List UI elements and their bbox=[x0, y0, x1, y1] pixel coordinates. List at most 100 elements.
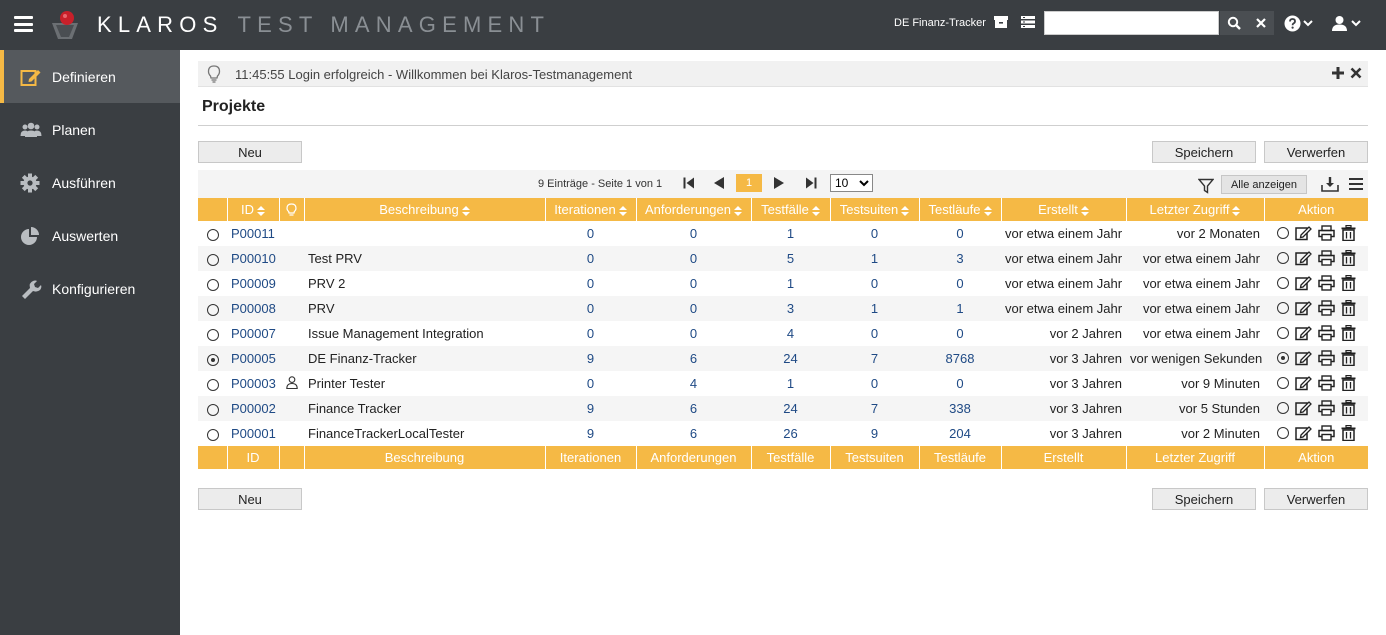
print-icon[interactable] bbox=[1317, 375, 1335, 391]
requirements-cell[interactable]: 0 bbox=[689, 226, 698, 241]
previous-page-icon[interactable] bbox=[712, 176, 726, 190]
test-cases-cell[interactable]: 24 bbox=[751, 346, 830, 371]
test-suites-cell[interactable]: 0 bbox=[870, 276, 879, 291]
edit-icon[interactable] bbox=[1294, 300, 1312, 316]
id-cell[interactable]: P00009 bbox=[227, 271, 279, 296]
test-suites-cell[interactable]: 0 bbox=[870, 226, 879, 241]
trash-icon[interactable] bbox=[1341, 350, 1356, 366]
column-header-id[interactable]: ID bbox=[226, 198, 279, 221]
test-runs-cell[interactable]: 8768 bbox=[919, 346, 1001, 371]
requirements-cell[interactable]: 0 bbox=[636, 246, 751, 271]
id-cell[interactable]: P00011 bbox=[227, 221, 279, 246]
table-row[interactable]: P00009 PRV 2 0 0 1 0 0 vor etwa einem Jahr vor e… bbox=[198, 271, 1368, 296]
project-id-link[interactable]: P00005 bbox=[231, 351, 276, 366]
new-button[interactable]: Neu bbox=[198, 141, 302, 163]
activate-project-radio[interactable] bbox=[1276, 302, 1289, 314]
column-header-marker[interactable] bbox=[278, 198, 304, 221]
requirements-cell[interactable]: 0 bbox=[689, 276, 698, 291]
requirements-cell[interactable]: 4 bbox=[689, 376, 698, 391]
row-select-radio[interactable] bbox=[206, 278, 219, 291]
print-icon[interactable] bbox=[1317, 325, 1335, 341]
requirements-cell[interactable]: 0 bbox=[636, 296, 751, 321]
activate-project-radio[interactable] bbox=[1276, 227, 1289, 239]
table-row[interactable]: P00002 Finance Tracker 9 6 24 7 338 vor 3 Jahre… bbox=[198, 396, 1368, 421]
trash-icon[interactable] bbox=[1341, 400, 1356, 416]
current-project-name[interactable]: DE Finanz-Tracker bbox=[894, 17, 986, 29]
row-select-radio[interactable] bbox=[206, 303, 219, 316]
test-suites-cell[interactable]: 0 bbox=[870, 326, 879, 341]
discard-button-bottom[interactable]: Verwerfen bbox=[1264, 488, 1368, 510]
archive-icon[interactable] bbox=[993, 14, 1009, 30]
plus-icon[interactable] bbox=[1331, 66, 1345, 80]
current-page[interactable]: 1 bbox=[736, 174, 762, 192]
activate-project-radio[interactable] bbox=[1276, 252, 1289, 264]
activate-project-radio[interactable] bbox=[1276, 327, 1289, 339]
id-cell[interactable]: P00010 bbox=[227, 246, 279, 271]
test-cases-cell[interactable]: 1 bbox=[786, 276, 795, 291]
test-runs-cell[interactable]: 0 bbox=[956, 376, 964, 391]
requirements-cell[interactable]: 0 bbox=[689, 326, 698, 341]
row-select-radio[interactable] bbox=[206, 403, 219, 416]
table-row[interactable]: P00007 Issue Management Integration 0 0 4 0 0 v… bbox=[198, 321, 1368, 346]
table-row[interactable]: P00008 PRV 0 0 3 1 1 vor etwa einem Jahr vor etw… bbox=[198, 296, 1368, 321]
id-cell[interactable]: P00002 bbox=[227, 396, 279, 421]
table-row[interactable]: P00001 FinanceTrackerLocalTester 9 6 26 9 204 v… bbox=[198, 421, 1368, 446]
requirements-cell[interactable]: 6 bbox=[636, 346, 751, 371]
edit-icon[interactable] bbox=[1294, 425, 1312, 441]
edit-icon[interactable] bbox=[1294, 400, 1312, 416]
menu-icon[interactable] bbox=[14, 16, 33, 32]
print-icon[interactable] bbox=[1317, 275, 1335, 291]
test-cases-cell[interactable]: 1 bbox=[786, 226, 795, 241]
save-button-bottom[interactable]: Speichern bbox=[1152, 488, 1256, 510]
trash-icon[interactable] bbox=[1341, 325, 1356, 341]
trash-icon[interactable] bbox=[1341, 275, 1356, 291]
test-runs-cell[interactable]: 204 bbox=[949, 426, 971, 441]
page-size-select[interactable]: 10 25 50 100 bbox=[830, 174, 873, 192]
test-cases-cell[interactable]: 24 bbox=[751, 396, 830, 421]
test-cases-cell[interactable]: 26 bbox=[783, 426, 798, 441]
test-cases-cell[interactable]: 4 bbox=[786, 326, 795, 341]
id-cell[interactable]: P00005 bbox=[227, 346, 279, 371]
table-row[interactable]: P00005 DE Finanz-Tracker 9 6 24 7 8768 vor 3 Ja… bbox=[198, 346, 1368, 371]
test-suites-cell[interactable]: 0 bbox=[870, 376, 879, 391]
iterations-cell[interactable]: 0 bbox=[586, 376, 595, 391]
list-icon[interactable] bbox=[1020, 14, 1036, 30]
activate-project-radio[interactable] bbox=[1276, 427, 1289, 439]
row-select-radio[interactable] bbox=[206, 428, 219, 441]
project-id-link[interactable]: P00007 bbox=[231, 326, 276, 341]
test-cases-cell[interactable]: 3 bbox=[751, 296, 830, 321]
trash-icon[interactable] bbox=[1341, 375, 1356, 391]
print-icon[interactable] bbox=[1317, 250, 1335, 266]
column-header-erstellt[interactable]: Erstellt bbox=[1000, 198, 1126, 221]
test-cases-cell[interactable]: 5 bbox=[751, 246, 830, 271]
requirements-cell[interactable]: 6 bbox=[689, 426, 698, 441]
project-id-link[interactable]: P00003 bbox=[231, 376, 276, 391]
next-page-icon[interactable] bbox=[772, 176, 786, 190]
activate-project-radio[interactable] bbox=[1276, 352, 1289, 364]
iterations-cell[interactable]: 9 bbox=[545, 346, 636, 371]
test-runs-cell[interactable]: 0 bbox=[956, 276, 964, 291]
project-id-link[interactable]: P00009 bbox=[231, 276, 276, 291]
test-suites-cell[interactable]: 9 bbox=[870, 426, 879, 441]
id-cell[interactable]: P00008 bbox=[227, 296, 279, 321]
table-row[interactable]: P00011 0 0 1 0 0 vor etwa einem Jahr vor 2 Mona… bbox=[198, 221, 1368, 246]
trash-icon[interactable] bbox=[1341, 300, 1356, 316]
trash-icon[interactable] bbox=[1341, 225, 1356, 241]
close-icon[interactable] bbox=[1349, 66, 1363, 80]
row-select-radio[interactable] bbox=[206, 328, 219, 341]
activate-project-radio[interactable] bbox=[1276, 277, 1289, 289]
search-input[interactable] bbox=[1044, 11, 1219, 35]
iterations-cell[interactable]: 0 bbox=[545, 296, 636, 321]
column-header-testlaeufe[interactable]: Testläufe bbox=[918, 198, 1001, 221]
help-menu[interactable] bbox=[1284, 14, 1313, 32]
clear-search-button[interactable] bbox=[1247, 11, 1274, 35]
iterations-cell[interactable]: 0 bbox=[586, 226, 595, 241]
edit-icon[interactable] bbox=[1294, 250, 1312, 266]
edit-icon[interactable] bbox=[1294, 225, 1312, 241]
edit-icon[interactable] bbox=[1294, 375, 1312, 391]
project-id-link[interactable]: P00011 bbox=[231, 226, 275, 241]
edit-icon[interactable] bbox=[1294, 275, 1312, 291]
print-icon[interactable] bbox=[1317, 300, 1335, 316]
sidebar-item-ausfuehren[interactable]: Ausführen bbox=[0, 156, 180, 209]
row-select-radio[interactable] bbox=[206, 228, 219, 241]
